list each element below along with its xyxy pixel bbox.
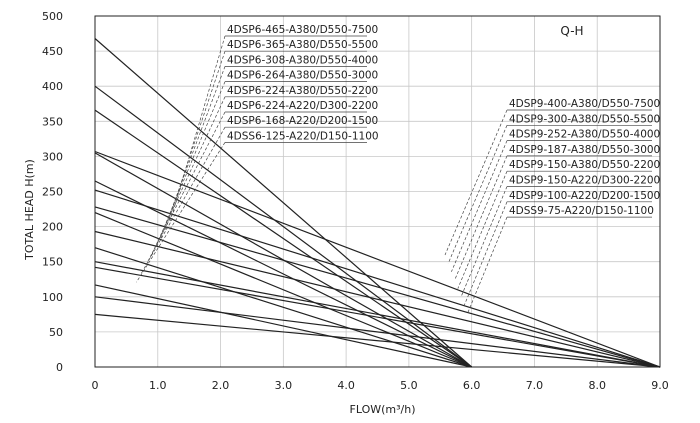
series-line-0 <box>94 38 473 368</box>
legend-leader <box>451 140 508 272</box>
legend-label: 4DSP6-308-A380/D550-4000 <box>227 54 378 66</box>
series-line-14 <box>94 296 661 368</box>
x-tick-label: 5.0 <box>400 379 418 392</box>
legend-leader <box>155 81 226 248</box>
legend-leader <box>136 142 226 283</box>
x-tick-label: 7.0 <box>526 379 544 392</box>
series-line-8 <box>94 150 661 368</box>
y-tick-labels: 0 50 100 150 200 250 300 350 400 450 500 <box>42 10 63 374</box>
legend-label: 4DSP9-100-A220/D200-1500 <box>509 190 660 202</box>
series-line-11 <box>94 230 661 368</box>
legend-label: 4DSP6-264-A380/D550-3000 <box>227 70 378 82</box>
series-line-9 <box>94 189 661 368</box>
y-tick-label: 350 <box>42 115 63 128</box>
legend-leader <box>160 66 226 240</box>
series-line-10 <box>94 206 661 368</box>
y-tick-label: 50 <box>49 326 63 339</box>
legend: 4DSP6-465-A380/D550-7500 4DSP6-365-A380/D… <box>227 24 660 217</box>
legend-label: 4DSP6-168-A220/D200-1500 <box>227 115 378 127</box>
x-tick-label: 6.0 <box>463 379 481 392</box>
series-line-6 <box>94 247 472 368</box>
plot-frame <box>94 15 661 368</box>
corner-label: Q-H <box>560 24 583 38</box>
legend-label: 4DSP9-400-A380/D550-7500 <box>509 98 660 110</box>
legend-label: 4DSP6-365-A380/D550-5500 <box>227 39 378 51</box>
legend-label: 4DSP9-150-A220/D300-2200 <box>509 175 660 187</box>
legend-label: 4DSP9-252-A380/D550-4000 <box>509 129 660 141</box>
y-axis-title: TOTAL HEAD H(m) <box>23 159 36 261</box>
legend-leader <box>140 127 226 274</box>
x-tick-label: 8.0 <box>588 379 606 392</box>
y-tick-label: 200 <box>42 221 63 234</box>
series-line-15 <box>94 313 661 368</box>
y-tick-label: 250 <box>42 186 63 199</box>
x-tick-label: 9.0 <box>651 379 669 392</box>
legend-leader-lines <box>136 35 652 314</box>
legend-leader <box>447 125 508 264</box>
x-tick-label: 1.0 <box>149 379 167 392</box>
y-tick-label: 450 <box>42 45 63 58</box>
legend-leader <box>457 171 508 289</box>
legend-label: 4DSP9-150-A380/D550-2200 <box>509 159 660 171</box>
series-line-2 <box>94 109 473 368</box>
y-tick-label: 500 <box>42 10 63 23</box>
legend-label: 4DSP6-465-A380/D550-7500 <box>227 24 378 36</box>
legend-leader <box>454 155 508 281</box>
series-line-7 <box>94 284 472 368</box>
y-tick-label: 150 <box>42 256 63 269</box>
series-line-12 <box>94 261 661 368</box>
legend-label: 4DSP6-224-A220/D300-2200 <box>227 100 378 112</box>
legend-label: 4DSS9-75-A220/D150-1100 <box>509 205 654 217</box>
x-tick-label: 0 <box>92 379 99 392</box>
x-tick-labels: 0 1.0 2.0 3.0 4.0 5.0 6.0 7.0 8.0 9.0 <box>92 379 669 392</box>
legend-leader <box>444 109 508 256</box>
series-line-13 <box>94 266 661 368</box>
y-tick-label: 0 <box>56 361 63 374</box>
legend-leader <box>460 186 508 298</box>
legend-label: 4DSP6-224-A380/D550-2200 <box>227 85 378 97</box>
legend-label: 4DSP9-300-A380/D550-5500 <box>509 113 660 125</box>
legend-leader <box>467 216 508 314</box>
x-tick-label: 4.0 <box>337 379 355 392</box>
legend-leader <box>164 51 226 231</box>
x-tick-label: 3.0 <box>275 379 293 392</box>
x-tick-label: 2.0 <box>212 379 230 392</box>
legend-leader <box>150 96 226 257</box>
legend-leader <box>463 201 508 306</box>
legend-leader <box>169 35 226 223</box>
legend-leader <box>145 111 226 266</box>
x-axis-title: FLOW(m³/h) <box>350 403 416 416</box>
series-line-5 <box>94 212 472 368</box>
legend-label: 4DSS6-125-A220/D150-1100 <box>227 130 379 142</box>
legend-label: 4DSP9-187-A380/D550-3000 <box>509 144 660 156</box>
y-tick-label: 400 <box>42 80 63 93</box>
y-tick-label: 300 <box>42 150 63 163</box>
y-tick-label: 100 <box>42 291 63 304</box>
series-lines <box>94 38 661 368</box>
